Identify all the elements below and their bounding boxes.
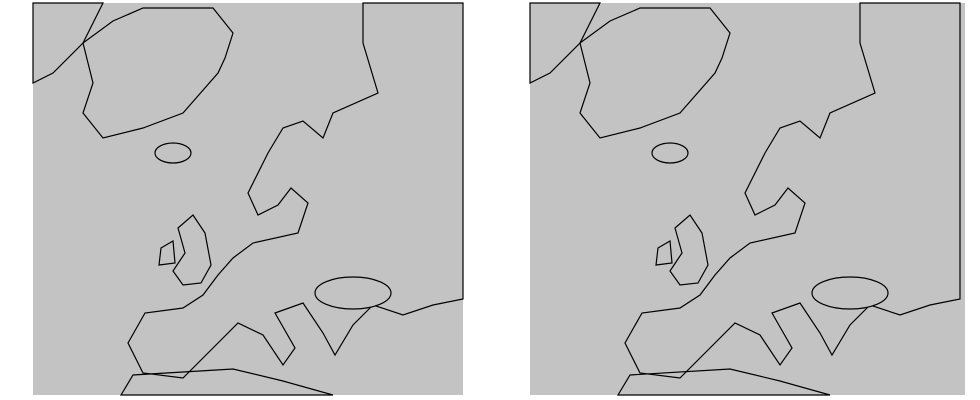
ocean — [33, 3, 463, 395]
right-map — [529, 2, 965, 396]
black-sea — [314, 276, 392, 310]
black-sea — [811, 276, 889, 310]
left-map — [32, 2, 464, 396]
